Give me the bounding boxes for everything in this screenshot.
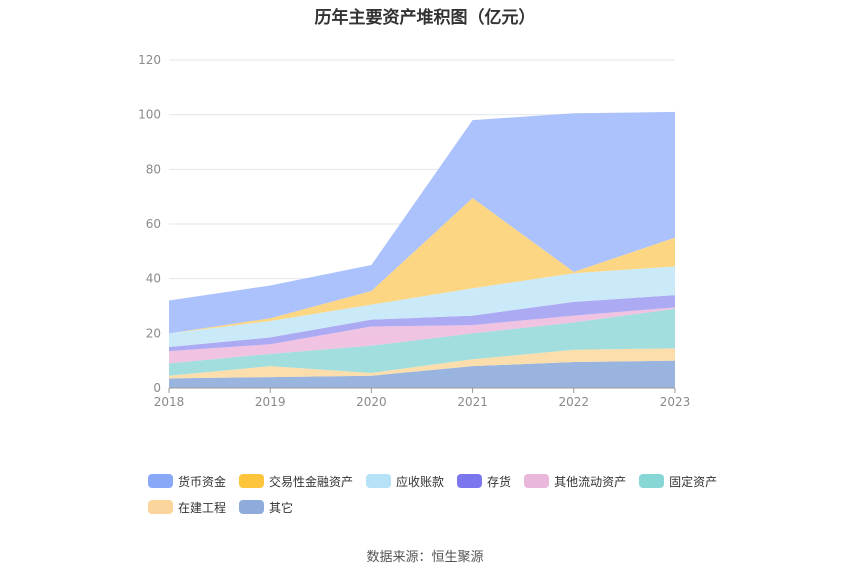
y-tick-label: 40: [146, 272, 161, 286]
legend-item[interactable]: 在建工程: [148, 498, 226, 516]
legend-item[interactable]: 应收账款: [366, 472, 444, 490]
chart-title: 历年主要资产堆积图（亿元）: [314, 8, 536, 28]
legend-item[interactable]: 其他流动资产: [524, 472, 626, 490]
area-series-7: [169, 111, 675, 334]
legend-label: 存货: [487, 474, 512, 489]
legend-item[interactable]: 存货: [457, 472, 511, 490]
legend: 货币资金 交易性金融资产 应收账款 存货 其他流动资产 固定资产在建工程 其它: [148, 472, 748, 524]
legend-swatch: [457, 474, 483, 488]
area-series-4: [169, 295, 675, 352]
legend-label: 固定资产: [669, 474, 718, 489]
legend-label: 交易性金融资产: [269, 474, 354, 489]
area-series-2: [169, 308, 675, 376]
legend-item[interactable]: 其它: [239, 498, 293, 516]
legend-label: 其他流动资产: [554, 474, 627, 489]
area-series-5: [169, 266, 675, 347]
legend-item[interactable]: 货币资金: [148, 472, 226, 490]
y-tick-label: 80: [146, 162, 161, 176]
area-layer: [169, 111, 675, 388]
area-series-6: [169, 198, 675, 334]
y-tick-label: 120: [138, 53, 161, 67]
legend-label: 货币资金: [178, 474, 227, 489]
legend-label: 在建工程: [178, 500, 227, 515]
legend-label: 应收账款: [396, 474, 445, 489]
area-series-3: [169, 307, 675, 364]
legend-items: 货币资金 交易性金融资产 应收账款 存货 其他流动资产 固定资产在建工程 其它: [148, 472, 748, 524]
y-tick-label: 20: [146, 326, 161, 340]
x-tick-label: 2023: [660, 395, 691, 409]
legend-swatch: [524, 474, 550, 488]
y-tick-label: 100: [138, 108, 161, 122]
axis-layer: 0 20 40 60 80 100 120 2018 2019 2020 2021 2022 2023: [138, 53, 690, 409]
legend-swatch: [239, 474, 265, 488]
x-tick-label: 2018: [154, 395, 185, 409]
legend-item[interactable]: 交易性金融资产: [239, 472, 353, 490]
x-tick-label: 2020: [356, 395, 387, 409]
legend-item[interactable]: 固定资产: [639, 472, 717, 490]
legend-label: 其它: [269, 500, 294, 515]
legend-swatch: [148, 474, 173, 488]
legend-swatch: [366, 474, 392, 488]
legend-swatch: [639, 474, 665, 488]
x-tick-label: 2019: [255, 395, 286, 409]
legend-swatch: [239, 500, 265, 514]
source-note: 数据来源：恒生聚源: [366, 550, 484, 565]
y-tick-label: 60: [146, 217, 161, 231]
x-tick-label: 2022: [559, 395, 590, 409]
area-series-0: [169, 360, 675, 388]
area-series-1: [169, 348, 675, 379]
x-tick-label: 2021: [457, 395, 488, 409]
y-tick-label: 0: [153, 381, 161, 395]
legend-swatch: [148, 500, 173, 514]
